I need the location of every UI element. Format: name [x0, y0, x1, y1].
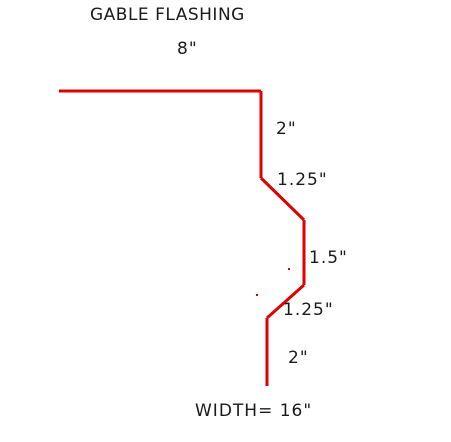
- stray-dot-1: [288, 268, 290, 270]
- total-width-label: WIDTH= 16": [195, 401, 313, 421]
- dimension-segment-2: 1.25": [277, 170, 328, 190]
- dimension-top-leg: 8": [177, 39, 198, 59]
- dimension-segment-5: 2": [288, 348, 309, 368]
- dimension-segment-4: 1.25": [283, 300, 334, 320]
- segment-4-line: [266, 283, 305, 320]
- stray-marks: [256, 268, 290, 296]
- dimension-segment-3: 1.5": [309, 248, 348, 268]
- flashing-profile: [59, 89, 306, 386]
- segment-2-line: [259, 176, 306, 222]
- diagram-title: GABLE FLASHING: [90, 5, 245, 25]
- dimension-segment-1: 2": [276, 119, 297, 139]
- stray-dot-2: [256, 294, 258, 296]
